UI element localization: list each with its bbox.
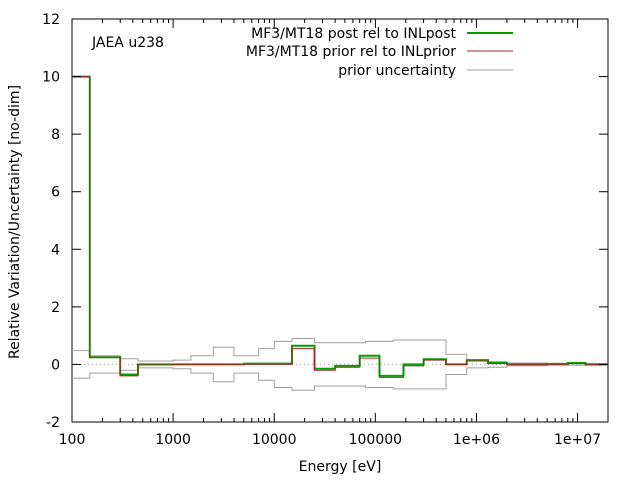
legend-entry-2-label: MF3/MT18 prior rel to INLprior: [246, 44, 456, 60]
x-tick-label: 100: [59, 432, 86, 448]
series-post-line: [72, 75, 608, 377]
chart-annotation: JAEA u238: [91, 35, 164, 51]
x-tick-label: 1e+06: [453, 432, 500, 448]
y-tick-label: 0: [51, 357, 60, 373]
series-layer: [72, 75, 608, 391]
y-tick-label: 8: [51, 127, 60, 143]
y-tick-label: 10: [42, 70, 60, 86]
x-tick-label: 100000: [349, 432, 402, 448]
y-tick-label: -2: [46, 415, 60, 431]
ticks-layer: 100 1000 10000 100000 1e+06 1e+07 -2 0 2 4 6 8 10 12: [42, 12, 609, 448]
y-tick-label: 6: [51, 185, 60, 201]
x-tick-label: 1e+07: [554, 432, 601, 448]
x-tick-label: 10000: [252, 432, 297, 448]
series-prior-uncertainty-lower: [72, 364, 608, 391]
legend-entry-3-label: prior uncertainty: [338, 63, 456, 79]
legend: MF3/MT18 post rel to INLpost MF3/MT18 pri…: [246, 26, 513, 79]
legend-entry-1-label: MF3/MT18 post rel to INLpost: [251, 26, 456, 42]
series-prior-uncertainty-upper: [72, 338, 608, 365]
series-prior-line: [72, 76, 608, 378]
y-axis-label: Relative Variation/Uncertainty [no-dim]: [7, 85, 23, 359]
y-tick-label: 2: [51, 300, 60, 316]
x-tick-label: 1000: [155, 432, 191, 448]
plot-border: [71, 18, 609, 423]
y-tick-label: 4: [51, 242, 60, 258]
plot-frame: [71, 18, 609, 423]
x-axis-label: Energy [eV]: [299, 459, 382, 475]
y-tick-label: 12: [42, 12, 60, 28]
